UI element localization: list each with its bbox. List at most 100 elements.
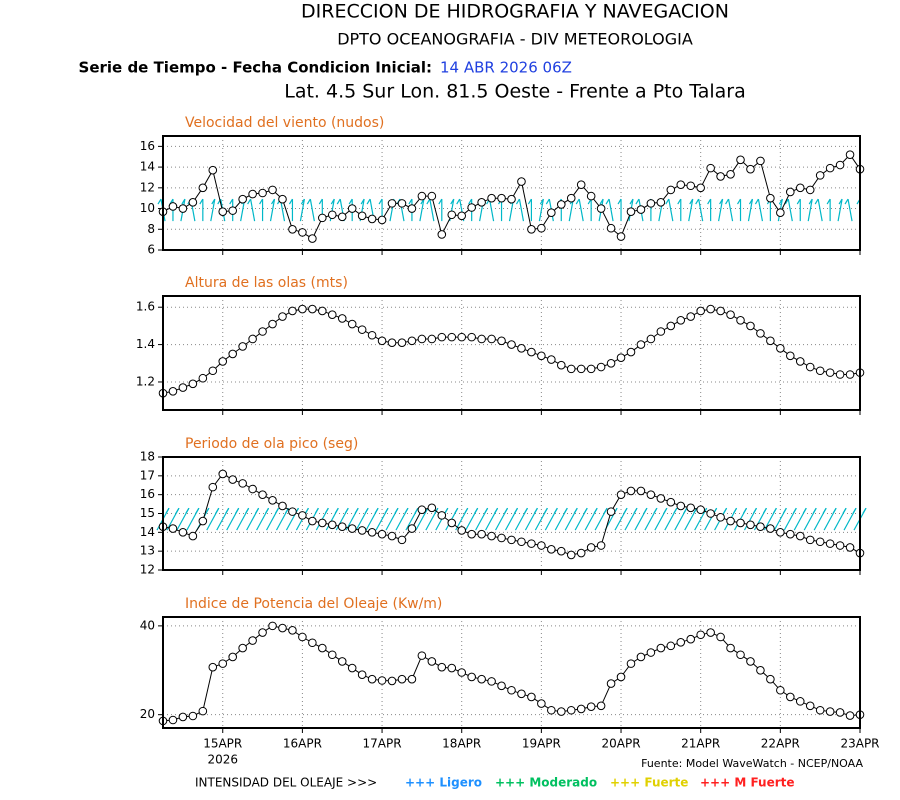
y-tick-label: 6 — [147, 243, 155, 257]
data-point — [477, 198, 486, 207]
data-point — [527, 347, 536, 357]
data-point — [327, 210, 337, 220]
data-point — [586, 543, 596, 552]
data-point — [397, 674, 407, 684]
data-point — [756, 522, 765, 531]
direction-arrow-head — [633, 507, 638, 514]
y-tick-label: 16 — [140, 139, 155, 153]
data-point — [835, 708, 845, 717]
data-point — [327, 520, 337, 530]
data-point — [576, 704, 586, 714]
y-tick-label: 1.2 — [136, 374, 155, 388]
data-point — [686, 503, 696, 513]
direction-arrow-head — [752, 507, 757, 514]
direction-arrow-head — [199, 198, 204, 205]
data-point — [337, 522, 347, 531]
data-point — [845, 543, 855, 552]
direction-arrow-head — [573, 507, 578, 514]
direction-arrow-head — [605, 198, 610, 205]
panel-frame — [162, 616, 861, 729]
direction-arrow-head — [778, 198, 783, 205]
data-point — [626, 486, 636, 496]
data-point — [596, 541, 606, 550]
data-point — [805, 185, 815, 195]
page-title: DIRECCION DE HIDROGRAFIA Y NAVEGACION — [301, 1, 729, 23]
data-point — [308, 516, 317, 526]
x-tick-label: 21APR — [681, 737, 720, 751]
data-point — [795, 531, 805, 541]
init-date: 14 ABR 2026 06Z — [440, 59, 572, 77]
direction-arrow-head — [271, 198, 276, 205]
direction-arrow-head — [838, 198, 843, 205]
y-tick-label: 10 — [140, 201, 155, 215]
data-point — [318, 518, 327, 528]
data-point — [527, 224, 536, 234]
data-point — [537, 541, 546, 550]
data-point — [786, 187, 795, 197]
data-point — [417, 651, 427, 660]
data-point — [238, 342, 247, 351]
legend-entry: +++ Ligero — [405, 776, 482, 790]
data-point — [278, 312, 287, 321]
direction-arrow-head — [354, 507, 359, 514]
data-point — [706, 628, 715, 637]
data-point — [746, 321, 755, 331]
data-point — [815, 171, 825, 180]
data-point — [407, 336, 417, 346]
data-point — [726, 643, 735, 653]
data-point — [736, 315, 745, 325]
data-point — [467, 672, 476, 682]
data-point — [188, 711, 198, 721]
direction-arrow-head — [539, 198, 544, 205]
direction-arrow-head — [593, 507, 598, 514]
data-point — [318, 643, 327, 653]
data-point — [178, 528, 188, 537]
data-point — [746, 164, 755, 174]
direction-arrow-head — [314, 507, 319, 514]
data-point — [337, 314, 347, 323]
data-point — [517, 177, 526, 186]
y-tick-label: 20 — [140, 707, 155, 721]
direction-arrow-head — [689, 198, 694, 205]
data-point — [288, 224, 297, 234]
data-point — [238, 194, 247, 204]
data-point — [248, 636, 257, 645]
direction-arrow — [488, 198, 495, 222]
data-point — [795, 183, 805, 193]
direction-arrow-head — [334, 507, 339, 514]
direction-arrow-head — [157, 198, 162, 205]
data-point — [845, 711, 855, 720]
y-tick-label: 12 — [140, 563, 155, 577]
direction-arrow-head — [772, 507, 777, 514]
x-tick-label: 15APR — [203, 737, 242, 751]
direction-arrow-head — [414, 507, 419, 514]
data-point — [497, 533, 506, 543]
panel-frame — [162, 456, 861, 571]
data-point — [676, 501, 686, 511]
data-point — [756, 156, 765, 166]
data-point — [367, 528, 377, 537]
data-point — [706, 304, 715, 314]
data-point — [756, 665, 765, 675]
direction-arrow-head — [575, 198, 580, 205]
direction-arrow-head — [643, 507, 648, 514]
data-point — [815, 366, 825, 376]
direction-arrow-head — [474, 507, 479, 514]
data-point — [487, 531, 496, 541]
direction-arrow — [837, 198, 843, 222]
data-point — [377, 336, 387, 346]
data-point — [626, 659, 636, 668]
panel-frame — [162, 295, 861, 411]
data-point — [537, 223, 546, 233]
data-point — [556, 707, 566, 716]
direction-arrow-head — [304, 507, 309, 514]
data-point — [437, 511, 447, 520]
data-point — [457, 526, 467, 535]
direction-arrow-head — [784, 198, 789, 205]
data-point — [786, 351, 795, 361]
data-point — [746, 520, 755, 530]
data-point — [278, 501, 287, 511]
direction-arrow — [568, 198, 574, 222]
direction-arrow-head — [330, 198, 335, 205]
